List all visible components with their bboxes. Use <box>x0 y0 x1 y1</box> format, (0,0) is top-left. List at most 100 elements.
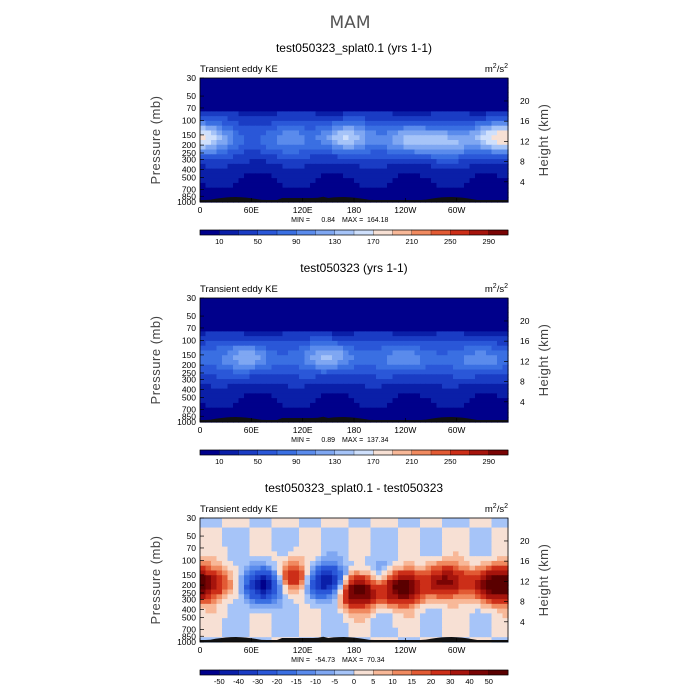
field-cell <box>381 125 388 132</box>
field-cell <box>304 369 311 375</box>
colorbar-swatch <box>257 669 278 676</box>
field-cell <box>420 575 427 581</box>
field-cell <box>293 589 300 595</box>
field-cell <box>398 622 405 629</box>
field-cell <box>436 369 443 375</box>
field-cell <box>293 594 300 600</box>
field-cell <box>497 120 504 127</box>
field-cell <box>458 522 465 529</box>
field-cell <box>469 608 476 614</box>
field-cell <box>414 87 421 93</box>
field-cell <box>381 163 388 170</box>
field-cell <box>425 532 432 538</box>
field-cell <box>354 537 361 543</box>
field-cell <box>222 144 229 151</box>
height-tick-label: 12 <box>520 356 530 366</box>
field-cell <box>277 154 284 160</box>
field-cell <box>486 130 493 136</box>
field-cell <box>282 355 289 361</box>
field-cell <box>464 345 471 352</box>
field-cell <box>244 87 251 93</box>
field-cell <box>464 556 471 562</box>
field-cell <box>381 149 388 155</box>
field-cell <box>332 101 339 108</box>
field-cell <box>282 92 289 98</box>
field-cell <box>486 101 493 108</box>
field-cell <box>491 618 498 624</box>
field-cell <box>475 613 482 619</box>
field-cell <box>343 541 350 548</box>
field-cell <box>403 603 410 610</box>
field-cell <box>381 130 388 136</box>
field-cell <box>475 317 482 323</box>
field-cell <box>332 580 339 586</box>
field-cell <box>249 551 256 557</box>
field-cell <box>343 111 350 117</box>
field-cell <box>343 350 350 356</box>
field-cell <box>299 120 306 127</box>
field-cell <box>370 326 377 332</box>
field-cell <box>464 580 471 586</box>
field-cell <box>288 599 295 605</box>
field-cell <box>315 537 322 543</box>
field-cell <box>370 140 377 146</box>
field-cell <box>315 556 322 562</box>
field-cell <box>370 197 377 203</box>
field-cell <box>414 369 421 375</box>
field-cell <box>447 182 454 189</box>
field-cell <box>343 622 350 629</box>
field-cell <box>442 135 449 141</box>
field-cell <box>376 116 383 122</box>
field-cell <box>260 417 267 423</box>
field-cell <box>216 345 223 352</box>
field-cell <box>354 120 361 127</box>
field-cell <box>458 87 465 93</box>
field-cell <box>277 340 284 347</box>
colorbar-swatch <box>334 449 355 456</box>
field-cell <box>480 407 487 414</box>
field-cell <box>348 307 355 313</box>
field-cell <box>486 125 493 132</box>
field-cell <box>205 149 212 155</box>
y-tick-label: 70 <box>187 103 197 113</box>
field-cell <box>216 541 223 548</box>
field-cell <box>293 584 300 591</box>
field-cell <box>480 187 487 194</box>
field-cell <box>249 613 256 619</box>
field-cell <box>398 159 405 165</box>
field-cell <box>491 417 498 423</box>
field-cell <box>354 173 361 179</box>
field-cell <box>392 192 399 198</box>
field-cell <box>486 182 493 189</box>
field-cell <box>315 355 322 361</box>
field-cell <box>464 340 471 347</box>
field-cell <box>288 622 295 629</box>
field-cell <box>282 594 289 600</box>
field-cell <box>398 307 405 313</box>
field-cell <box>222 178 229 184</box>
field-cell <box>469 302 476 309</box>
field-cell <box>249 364 256 371</box>
field-cell <box>293 192 300 198</box>
field-cell <box>392 360 399 366</box>
field-cell <box>315 369 322 375</box>
field-cell <box>293 154 300 160</box>
field-cell <box>337 412 344 418</box>
field-cell <box>370 546 377 552</box>
field-cell <box>337 307 344 313</box>
field-cell <box>453 541 460 548</box>
field-cell <box>310 532 317 538</box>
field-cell <box>403 326 410 332</box>
field-cell <box>326 383 333 390</box>
field-cell <box>480 570 487 576</box>
field-cell <box>277 298 284 304</box>
field-cell <box>271 331 278 337</box>
field-cell <box>288 551 295 557</box>
field-cell <box>398 580 405 586</box>
field-cell <box>348 331 355 337</box>
field-cell <box>464 546 471 552</box>
chart-panel-3: test050323_splat0.1 - test050323Transien… <box>148 481 551 686</box>
field-cell <box>233 326 240 332</box>
field-cell <box>403 78 410 84</box>
field-cell <box>271 637 278 643</box>
